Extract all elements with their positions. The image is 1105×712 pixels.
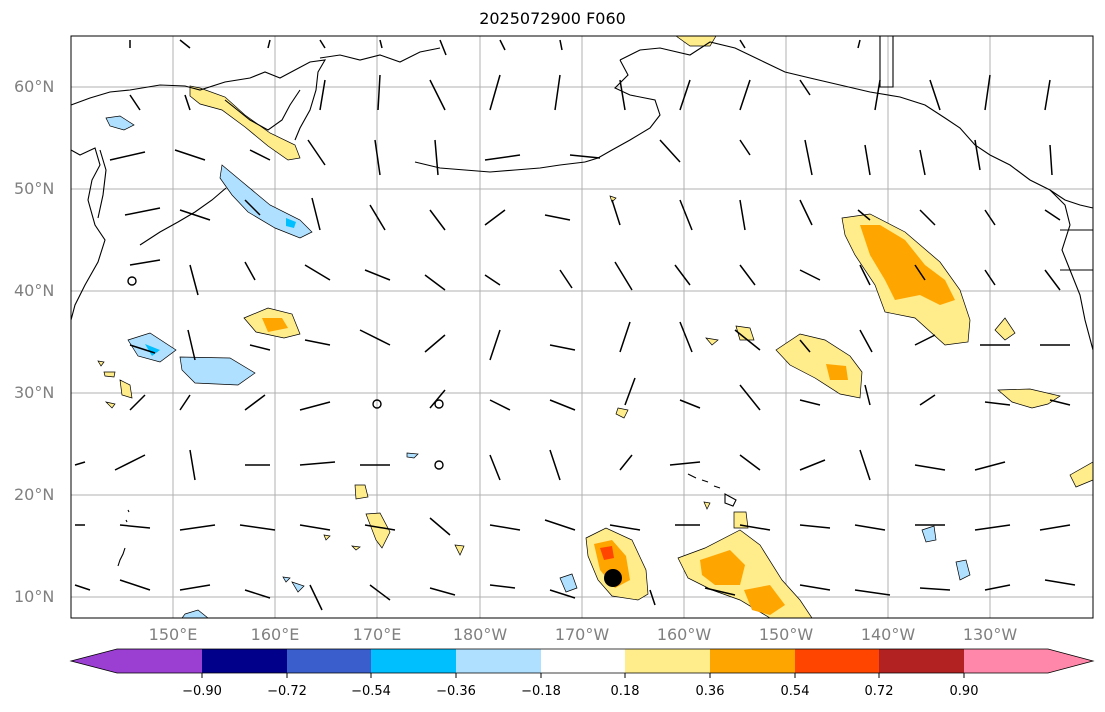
negative-region [105, 115, 135, 131]
positive-region [775, 333, 863, 399]
positive-region [323, 534, 331, 541]
colorbar-tick-label: 0.36 [695, 684, 725, 699]
negative-region [559, 573, 578, 593]
lon-label-130w: 130°W [962, 625, 1018, 644]
shaded-regions [97, 35, 1094, 619]
lon-label-180w: 180°W [452, 625, 508, 644]
map-title: 2025072900 F060 [479, 9, 626, 28]
positive-region [119, 379, 133, 399]
negative-region [282, 576, 291, 583]
hawaii-islands [687, 473, 737, 507]
negative-region [179, 356, 256, 386]
positive-region [705, 337, 719, 346]
positive-region [354, 484, 369, 500]
storm-marker [604, 569, 622, 587]
lon-label-140w: 140°W [860, 625, 916, 644]
colorbar-tick-label: −0.90 [182, 684, 222, 699]
lat-label-20n: 20°N [14, 485, 55, 504]
coastlines [70, 36, 1094, 567]
colorbar-tick-label: −0.18 [521, 684, 561, 699]
colorbar-tick-label: −0.54 [351, 684, 391, 699]
lon-label-170w: 170°W [554, 625, 610, 644]
positive-region [826, 364, 848, 380]
negative-region [291, 581, 305, 593]
positive-region [365, 512, 391, 549]
positive-region [97, 360, 105, 367]
positive-region [997, 388, 1061, 409]
lon-label-160w: 160°W [656, 625, 712, 644]
lat-label-50n: 50°N [14, 179, 55, 198]
bering-coastline [319, 47, 441, 63]
lat-label-10n: 10°N [14, 587, 55, 606]
kuril-islands [139, 187, 227, 246]
positive-region [700, 550, 745, 585]
colorbar-tick-label: 0.18 [610, 684, 640, 699]
sakhalin-coastline [97, 149, 107, 219]
colorbar-tick-label: −0.36 [436, 684, 476, 699]
positive-region [104, 401, 116, 409]
station-markers [127, 276, 444, 470]
north-america-coastline [1049, 189, 1094, 351]
map-frame [70, 35, 1094, 619]
colorbar-tick-label: −0.72 [267, 684, 307, 699]
positive-region [351, 545, 361, 551]
lat-label-30n: 30°N [14, 383, 55, 402]
lon-label-160e: 160°E [250, 625, 300, 644]
positive-region [454, 544, 465, 556]
positive-region [735, 325, 755, 341]
positive-region [860, 225, 955, 305]
positive-region [189, 85, 301, 161]
wind-barbs [74, 39, 1076, 611]
lon-label-170e: 170°E [352, 625, 402, 644]
okhotsk-coastline [70, 147, 106, 321]
colorbar-tick-label: 0.72 [864, 684, 894, 699]
negative-region [955, 559, 971, 581]
positive-region [703, 501, 711, 510]
positive-region [733, 511, 749, 529]
colorbar-pos-extend [1048, 649, 1093, 673]
alaska-coastline [619, 41, 1094, 209]
positive-region [262, 318, 288, 332]
asia-coastline [70, 59, 327, 141]
negative-region [406, 452, 419, 459]
kamchatka-coastline [224, 89, 301, 131]
aleutian-islands [414, 161, 586, 173]
lat-label-40n: 40°N [14, 281, 55, 300]
positive-region [103, 371, 116, 378]
positive-region [600, 546, 614, 560]
negative-region [286, 218, 296, 228]
negative-region [145, 344, 160, 356]
negative-region [921, 525, 937, 543]
positive-region [615, 407, 629, 419]
small-islands [117, 509, 130, 567]
positive-region [744, 585, 785, 615]
alaska-west-coastline [584, 59, 661, 163]
lat-label-60n: 60°N [14, 77, 55, 96]
colorbar [69, 648, 1095, 678]
lon-label-150e: 150°E [148, 625, 198, 644]
colorbar-tick-label: 0.90 [949, 684, 979, 699]
colorbar-neg-extend [71, 649, 117, 673]
colorbar-tick-label: 0.54 [780, 684, 810, 699]
positive-region [994, 317, 1016, 341]
canada-border [879, 36, 894, 88]
lon-label-150w: 150°W [758, 625, 814, 644]
